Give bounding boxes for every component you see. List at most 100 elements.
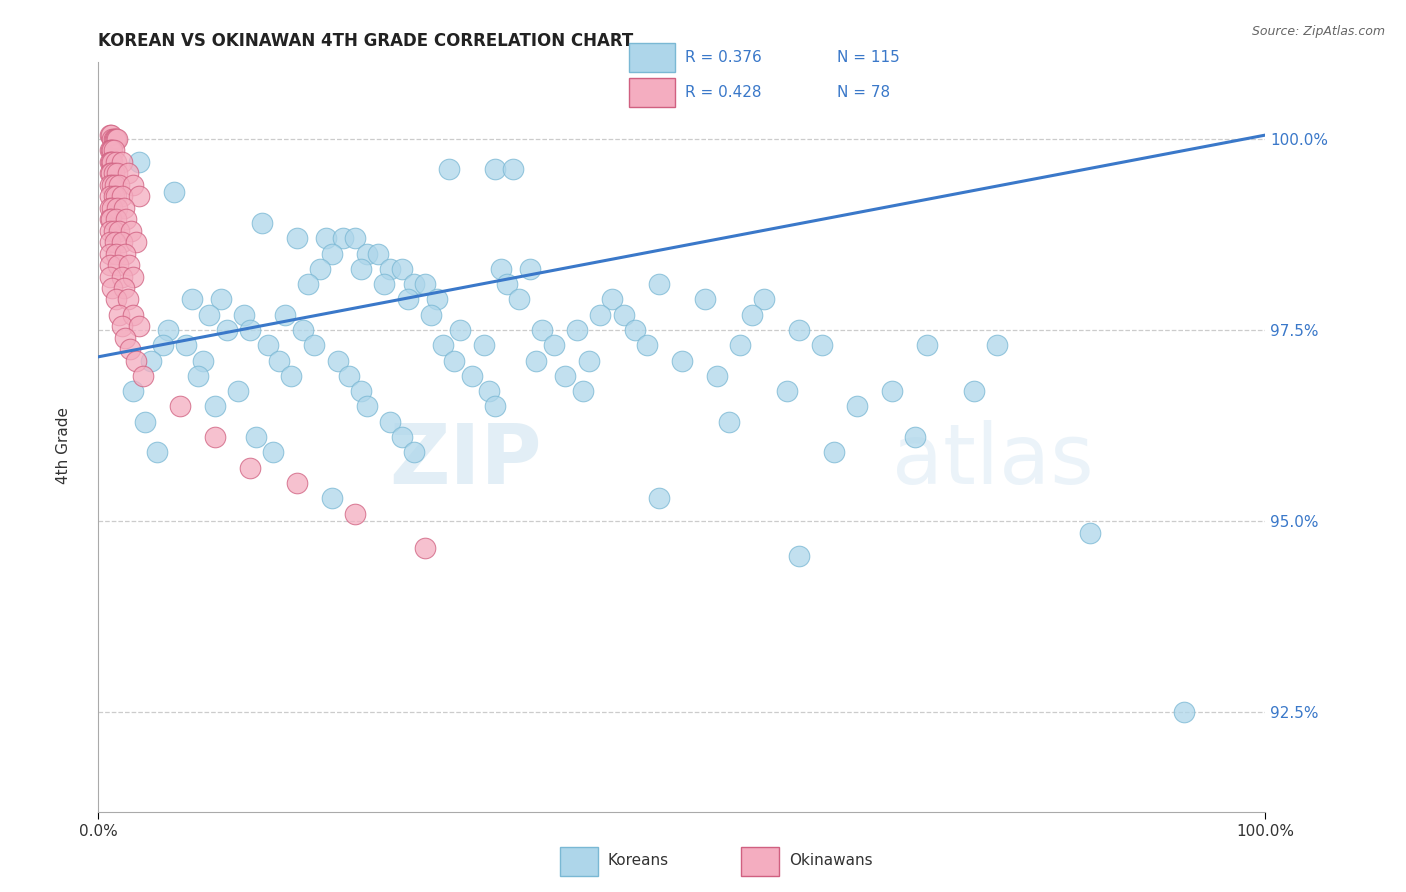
Point: [245, 430, 267, 444]
Point: [122, 178, 145, 192]
Point: [132, 368, 155, 383]
Point: [104, 132, 127, 146]
Point: [787, 549, 810, 563]
Point: [741, 308, 763, 322]
Point: [776, 384, 799, 399]
Point: [98, 189, 121, 203]
Point: [108, 224, 131, 238]
Point: [437, 162, 460, 177]
Point: [321, 246, 343, 260]
Point: [420, 308, 443, 322]
Point: [443, 353, 465, 368]
Point: [730, 338, 752, 352]
Point: [344, 507, 367, 521]
Point: [373, 277, 395, 292]
Point: [101, 201, 124, 215]
Point: [484, 162, 506, 177]
Text: N = 115: N = 115: [837, 50, 900, 65]
Point: [280, 368, 302, 383]
Point: [350, 384, 373, 399]
Point: [543, 338, 565, 352]
Point: [326, 353, 349, 368]
Point: [125, 235, 148, 249]
Point: [103, 166, 125, 180]
Point: [717, 415, 740, 429]
Point: [111, 235, 134, 249]
Bar: [560, 847, 598, 876]
Point: [695, 293, 717, 307]
Point: [111, 154, 134, 169]
Point: [101, 154, 124, 169]
Text: KOREAN VS OKINAWAN 4TH GRADE CORRELATION CHART: KOREAN VS OKINAWAN 4TH GRADE CORRELATION…: [98, 32, 634, 50]
Point: [134, 415, 156, 429]
Point: [122, 269, 145, 284]
Point: [1173, 706, 1195, 720]
Point: [671, 353, 693, 368]
Point: [98, 178, 121, 192]
Point: [269, 353, 291, 368]
Point: [98, 246, 121, 260]
Point: [103, 132, 125, 146]
Point: [496, 277, 519, 292]
Point: [114, 246, 136, 260]
Point: [484, 400, 506, 414]
Point: [98, 212, 121, 227]
Point: [846, 400, 869, 414]
Point: [904, 430, 927, 444]
Point: [285, 475, 308, 490]
Point: [396, 293, 419, 307]
Point: [139, 353, 162, 368]
Point: [98, 128, 121, 142]
Point: [624, 323, 647, 337]
Point: [98, 235, 121, 249]
Point: [157, 323, 180, 337]
Point: [508, 293, 530, 307]
Point: [636, 338, 658, 352]
Point: [163, 186, 186, 200]
Point: [107, 258, 129, 272]
Point: [478, 384, 501, 399]
Point: [502, 162, 524, 177]
Point: [315, 231, 337, 245]
Point: [100, 128, 122, 142]
Point: [228, 384, 250, 399]
Point: [380, 261, 402, 276]
Point: [413, 277, 436, 292]
Point: [104, 189, 127, 203]
Point: [215, 323, 238, 337]
Point: [180, 293, 202, 307]
Point: [274, 308, 297, 322]
Point: [105, 166, 128, 180]
Bar: [630, 78, 675, 107]
Point: [297, 277, 319, 292]
Point: [332, 231, 354, 245]
Point: [118, 258, 141, 272]
Point: [204, 430, 226, 444]
Point: [647, 491, 669, 506]
Point: [413, 541, 436, 555]
Point: [402, 277, 425, 292]
Point: [104, 178, 127, 192]
Point: [337, 368, 360, 383]
Point: [152, 338, 174, 352]
Point: [600, 293, 623, 307]
Text: Okinawans: Okinawans: [789, 854, 873, 868]
Point: [111, 269, 134, 284]
Point: [108, 178, 131, 192]
Point: [565, 323, 588, 337]
Point: [169, 400, 191, 414]
Point: [915, 338, 938, 352]
Point: [787, 323, 810, 337]
Point: [367, 246, 389, 260]
Point: [239, 460, 262, 475]
Point: [193, 353, 215, 368]
Point: [98, 224, 121, 238]
Point: [309, 261, 332, 276]
Text: Source: ZipAtlas.com: Source: ZipAtlas.com: [1251, 25, 1385, 38]
Point: [101, 144, 124, 158]
Point: [426, 293, 449, 307]
Point: [122, 384, 145, 399]
Point: [122, 308, 145, 322]
Point: [117, 293, 139, 307]
Point: [101, 132, 124, 146]
